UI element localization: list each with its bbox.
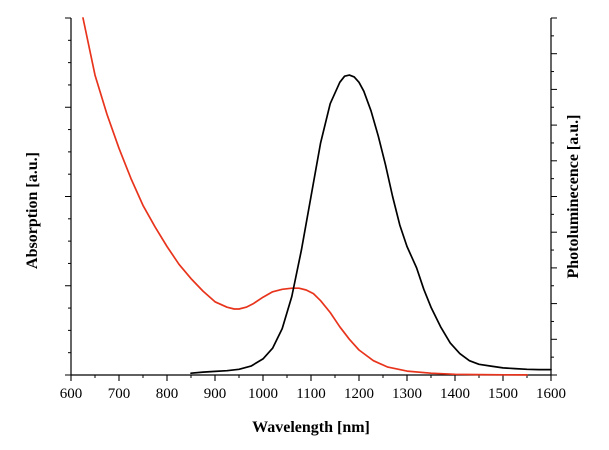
x-tick-label: 1500 bbox=[488, 386, 518, 402]
x-axis-ticks: 600 700 800 900 1000 1100 1200 1300 1400 1500 1600 bbox=[60, 375, 566, 402]
x-tick-label: 800 bbox=[156, 386, 179, 402]
x-tick-label: 1200 bbox=[344, 386, 374, 402]
left-axis-ticks bbox=[65, 17, 71, 376]
series-layer bbox=[82, 17, 552, 376]
x-tick-label: 1600 bbox=[536, 386, 566, 402]
right-axis-title: Photoluminecence [a.u.] bbox=[565, 115, 582, 279]
x-axis-title: Wavelength [nm] bbox=[252, 419, 370, 436]
x-tick-label: 700 bbox=[108, 386, 131, 402]
x-tick-label: 900 bbox=[204, 386, 227, 402]
left-axis-title: Absorption [a.u.] bbox=[24, 152, 41, 269]
x-tick-label: 1100 bbox=[296, 386, 325, 402]
x-tick-label: 1400 bbox=[440, 386, 470, 402]
photoluminescence-series-line bbox=[190, 74, 552, 375]
x-tick-label: 1000 bbox=[248, 386, 278, 402]
absorption-series-line bbox=[82, 17, 528, 376]
right-axis-ticks bbox=[551, 17, 557, 376]
x-tick-label: 600 bbox=[60, 386, 83, 402]
x-tick-label: 1300 bbox=[392, 386, 422, 402]
